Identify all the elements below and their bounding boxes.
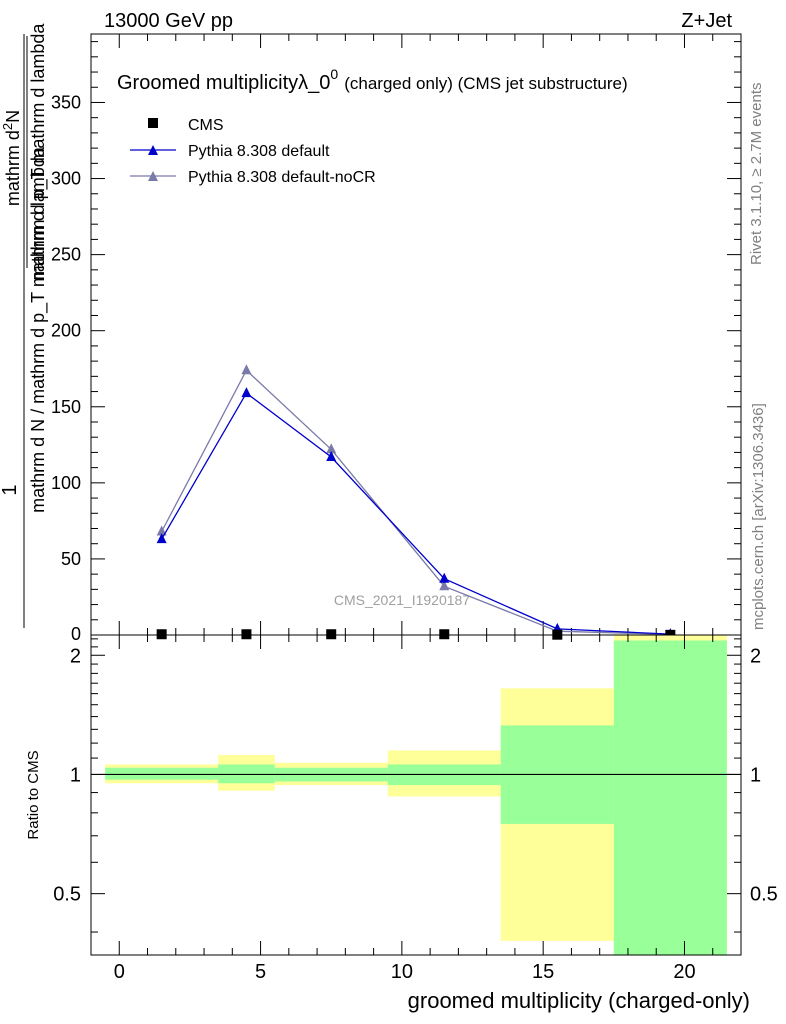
main-title: Groomed multiplicityλ_00 (charged only) (…: [117, 66, 628, 94]
legend-label-pythia-default: Pythia 8.308 default: [188, 143, 330, 160]
x-tick-label: 5: [255, 961, 266, 983]
main-y-tick-labels: 50 100 150 200 250 300 350: [51, 92, 81, 568]
ratio-frame: [90, 634, 742, 956]
legend: CMS Pythia 8.308 default Pythia 8.308 de…: [130, 117, 376, 186]
series-point-pythia-nocr: [156, 525, 167, 536]
ylabel-inner-num-text: mathrm d: [3, 130, 23, 206]
ratio-y-axis-label: Ratio to CMS: [25, 750, 42, 839]
legend-marker-pythia-nocr: [148, 171, 158, 181]
x-tick-label: 15: [532, 961, 554, 983]
x-axis-label: groomed multiplicity (charged-only): [408, 988, 750, 1013]
legend-label-pythia-nocr: Pythia 8.308 default-noCR: [188, 169, 376, 186]
ylabel-inner-denominator: mathrm d p_T mathrm d lambda: [28, 23, 49, 281]
mcplots-label: mcplots.cern.ch [arXiv:1306.3436]: [750, 403, 767, 630]
series-point-pythia-nocr: [241, 364, 252, 375]
ylabel-inner-num-sup: 2: [0, 123, 15, 130]
ratio-band-inner: [105, 767, 219, 780]
process-label: Z+Jet: [681, 10, 732, 32]
series-line-pythia-default: [161, 392, 671, 635]
series-point-pythia-default: [326, 450, 337, 461]
series-point-cms: [156, 629, 167, 640]
main-title-suffix: (charged only) (CMS jet substructure): [344, 74, 627, 93]
main-title-text: Groomed multiplicityλ_0: [117, 72, 330, 94]
series-point-cms: [241, 629, 252, 640]
ratio-y-tick-label-left: 0.5: [53, 884, 81, 906]
series-point-pythia-nocr: [326, 443, 337, 454]
main-y-tick-label: 250: [51, 245, 81, 265]
ratio-band-inner: [613, 640, 727, 955]
main-y-tick-label-zero: 0: [71, 624, 81, 644]
x-tick-label: 0: [114, 961, 125, 983]
ratio-panel: 0.5 0.51 12 20 5 10 15 20 Ratio to CMS groomed …: [25, 634, 778, 1013]
ylabel-inner-num-end: N: [3, 110, 23, 123]
legend-label-cms: CMS: [188, 117, 224, 134]
series-point-cms: [326, 629, 337, 640]
x-tick-label: 20: [673, 961, 695, 983]
ylabel-main: mathrm d N / mathrm d p_T mathrm d lambd…: [28, 146, 49, 513]
rivet-version-label: Rivet 3.1.10, ≥ 2.7M events: [748, 83, 765, 266]
ratio-y-tick-label-left: 2: [70, 645, 81, 667]
analysis-watermark: CMS_2021_I1920187: [334, 592, 470, 608]
series-point-cms: [439, 629, 450, 640]
ratio-bands: [105, 635, 727, 955]
ratio-tick-labels: 0.5 0.51 12 20 5 10 15 20: [53, 645, 778, 983]
ylabel-fraction-numerator: 1: [0, 484, 21, 495]
series-point-pythia-default: [156, 533, 167, 544]
main-panel: 50 100 150 200 250 300 350 0 Groomed multiplic…: [0, 23, 742, 644]
series-point-pythia-nocr: [439, 580, 450, 591]
main-y-tick-label: 100: [51, 473, 81, 493]
energy-label: 13000 GeV pp: [104, 10, 233, 32]
legend-marker-pythia-default: [148, 145, 158, 155]
series-point-pythia-default: [241, 387, 252, 398]
ratio-y-tick-label-right: 1: [750, 764, 761, 786]
legend-marker-cms: [148, 118, 158, 128]
main-y-tick-label: 300: [51, 169, 81, 189]
x-tick-label: 10: [391, 961, 413, 983]
main-title-superscript: 0: [330, 66, 338, 82]
main-y-tick-label: 350: [51, 92, 81, 112]
ylabel-inner-numerator: mathrm d2N: [0, 110, 23, 206]
main-y-axis-label: 1 mathrm d N / mathrm d p_T mathrm d lam…: [0, 23, 49, 628]
ratio-axis-ticks: [90, 635, 742, 955]
ratio-y-tick-label-right: 0.5: [750, 884, 778, 906]
ratio-y-tick-label-left: 1: [70, 764, 81, 786]
main-y-tick-label: 200: [51, 321, 81, 341]
series-point-pythia-default: [439, 572, 450, 583]
ratio-y-tick-label-right: 2: [750, 645, 761, 667]
main-y-tick-label: 150: [51, 397, 81, 417]
main-y-tick-label: 50: [61, 549, 81, 569]
